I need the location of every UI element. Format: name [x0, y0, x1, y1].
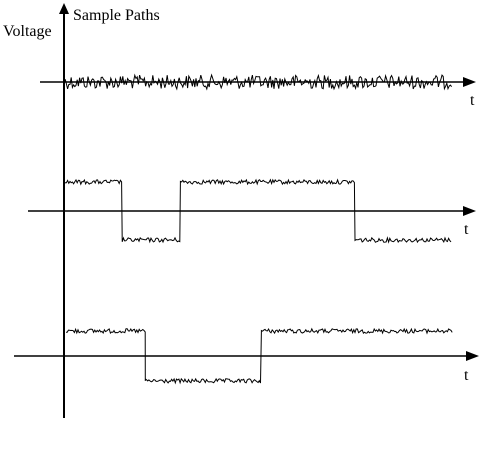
time-axis-1-arrowhead: [463, 77, 476, 87]
time-axis-3-arrowhead: [466, 351, 479, 361]
sample-path-telegraph-2: [66, 327, 453, 385]
time-axis-2-arrowhead: [463, 206, 476, 216]
sample-path-telegraph-1: [63, 178, 452, 244]
voltage-axis-arrowhead: [59, 3, 69, 14]
sample-path-noise: [63, 73, 452, 91]
diagram-title: Sample Paths: [73, 7, 160, 24]
time-axis-3-label: t: [464, 367, 469, 384]
time-axis-2-label: t: [464, 221, 469, 238]
voltage-axis-label: Voltage: [3, 23, 52, 40]
time-axis-1-label: t: [470, 92, 475, 109]
